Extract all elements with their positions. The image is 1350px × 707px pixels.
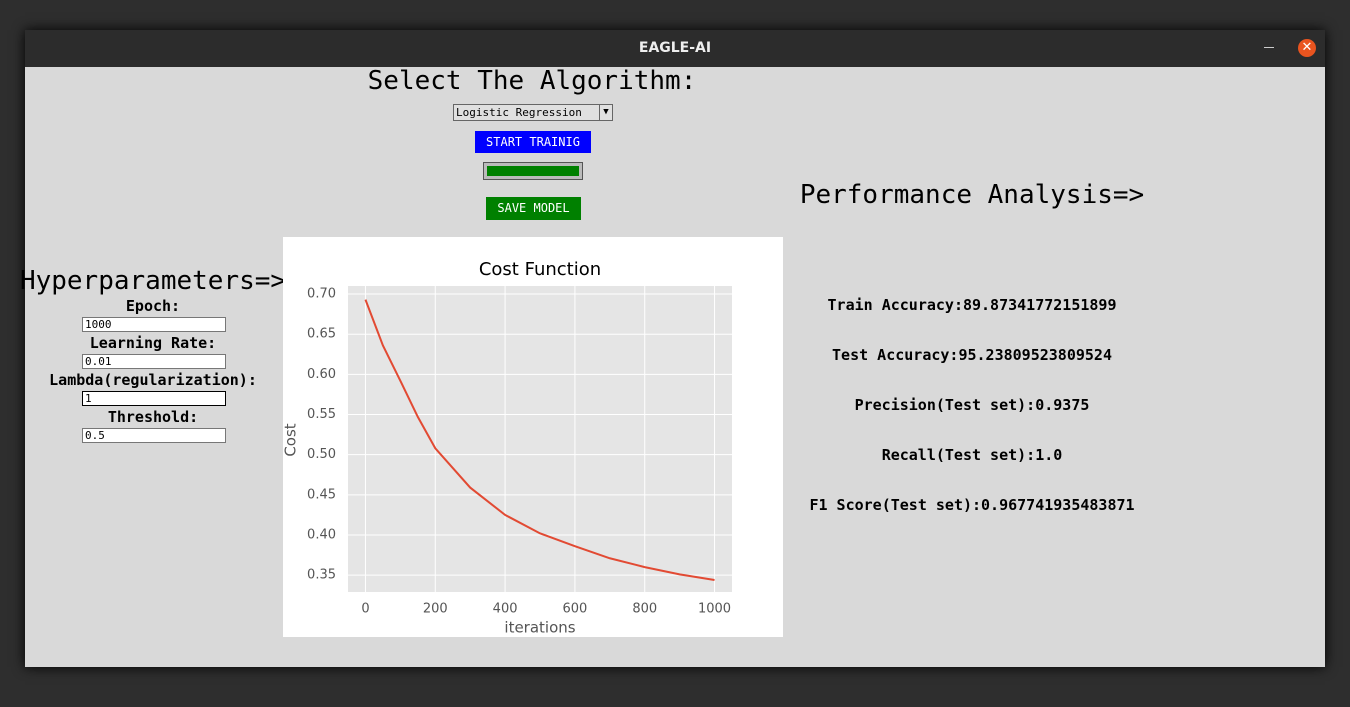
chart-title: Cost Function <box>479 259 601 280</box>
y-tick-label: 0.50 <box>307 447 336 462</box>
field-input[interactable]: 0.01 <box>82 354 226 369</box>
x-axis-label: iterations <box>504 619 575 637</box>
field-input[interactable]: 1000 <box>82 317 226 332</box>
start-button[interactable]: START TRAINIG <box>475 131 591 153</box>
x-tick-label: 1000 <box>698 602 731 617</box>
progress-fill <box>487 166 579 176</box>
save-button[interactable]: SAVE MODEL <box>486 197 581 220</box>
y-tick-label: 0.45 <box>307 487 336 502</box>
y-tick-label: 0.60 <box>307 367 336 382</box>
x-tick-label: 0 <box>361 602 369 617</box>
x-tick-label: 600 <box>562 602 587 617</box>
plot-area <box>348 286 732 592</box>
field-input[interactable]: 0.5 <box>82 428 226 443</box>
field-label: Epoch: <box>125 297 181 315</box>
hyperparameters-heading: Hyperparameters=> <box>19 266 287 296</box>
field-label: Learning Rate: <box>89 334 217 352</box>
y-axis-label: Cost <box>283 423 300 456</box>
algorithm-dropdown[interactable]: Logistic Regression ▼ <box>453 104 613 121</box>
line <box>364 299 715 581</box>
y-tick-label: 0.65 <box>307 327 336 342</box>
dropdown-value: Logistic Regression <box>456 106 582 119</box>
x-tick-label: 400 <box>493 602 518 617</box>
field-input[interactable]: 1 <box>82 391 226 406</box>
y-tick-label: 0.55 <box>307 407 336 422</box>
metric: Precision(Test set):0.9375 <box>854 396 1090 414</box>
x-tick-label: 200 <box>423 602 448 617</box>
progress-bar <box>483 162 583 180</box>
algorithm-heading: Select The Algorithm: <box>367 66 697 96</box>
minimize-button[interactable] <box>1264 47 1274 48</box>
y-tick-label: 0.70 <box>307 287 336 302</box>
y-tick-label: 0.40 <box>307 527 336 542</box>
chart: Cost Function iterations Cost 0.35 0.40 0.… <box>283 237 783 637</box>
close-button[interactable]: ✕ <box>1298 39 1316 57</box>
metric: Recall(Test set):1.0 <box>881 446 1063 464</box>
performance-heading: Performance Analysis=> <box>799 180 1145 210</box>
y-tick-label: 0.35 <box>307 568 336 583</box>
metric: F1 Score(Test set):0.967741935483871 <box>809 496 1135 514</box>
field-label: Lambda(regularization): <box>49 371 257 389</box>
metric: Test Accuracy:95.23809523809524 <box>832 346 1112 364</box>
field-label: Threshold: <box>107 408 199 426</box>
title-bar: EAGLE-AI <box>25 30 1325 67</box>
metric: Train Accuracy:89.87341772151899 <box>827 296 1117 314</box>
x-tick-label: 800 <box>632 602 657 617</box>
